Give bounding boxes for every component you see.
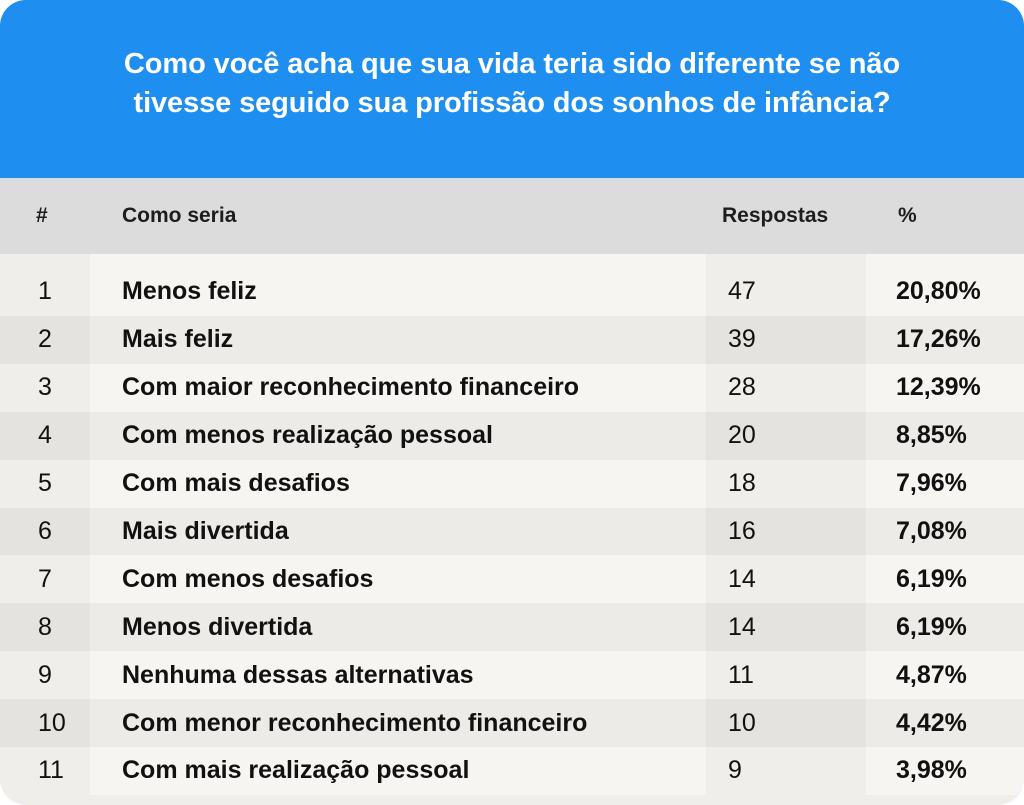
row-label: Com menos realização pessoal (90, 411, 706, 460)
row-responses: 28 (706, 363, 866, 412)
column-header-number: # (36, 204, 48, 227)
row-label: Mais feliz (90, 316, 706, 364)
row-label: Menos divertida (90, 603, 706, 652)
column-header-label: Como seria (122, 204, 237, 227)
table-row: 3 Com maior reconhecimento financeiro 28 12… (0, 363, 1024, 412)
row-number: 7 (0, 555, 90, 604)
row-percent: 4,87% (866, 651, 1024, 700)
row-label: Com maior reconhecimento financeiro (90, 363, 706, 412)
row-responses: 11 (706, 651, 866, 700)
row-number: 8 (0, 603, 90, 652)
row-number: 2 (0, 316, 90, 364)
table-row: 4 Com menos realização pessoal 20 8,85% (0, 411, 1024, 460)
column-header-responses: Respostas (722, 204, 829, 227)
row-responses: 9 (706, 747, 866, 795)
row-percent: 6,19% (866, 555, 1024, 604)
table-row: 7 Com menos desafios 14 6,19% (0, 555, 1024, 604)
row-number: 3 (0, 363, 90, 412)
row-number: 10 (0, 699, 90, 748)
table-row: 8 Menos divertida 14 6,19% (0, 603, 1024, 652)
title-banner: Como você acha que sua vida teria sido d… (0, 0, 1024, 178)
table-row: 11 Com mais realização pessoal 9 3,98% (0, 747, 1024, 795)
row-percent: 4,42% (866, 699, 1024, 748)
row-number: 5 (0, 459, 90, 508)
row-percent: 7,08% (866, 507, 1024, 556)
row-number: 9 (0, 651, 90, 700)
row-percent: 7,96% (866, 459, 1024, 508)
table-row: 9 Nenhuma dessas alternativas 11 4,87% (0, 651, 1024, 700)
row-responses: 14 (706, 555, 866, 604)
row-percent: 17,26% (866, 316, 1024, 364)
row-responses: 20 (706, 411, 866, 460)
row-number: 4 (0, 411, 90, 460)
table-row: 5 Com mais desafios 18 7,96% (0, 459, 1024, 508)
row-percent: 12,39% (866, 363, 1024, 412)
table-row: 2 Mais feliz 39 17,26% (0, 316, 1024, 364)
row-responses: 14 (706, 603, 866, 652)
table-row: 6 Mais divertida 16 7,08% (0, 507, 1024, 556)
table-row: 10 Com menor reconhecimento financeiro 10 4… (0, 699, 1024, 748)
table-body: 1 Menos feliz 47 20,80% 2 Mais feliz 39 17,26% 3… (0, 254, 1024, 795)
row-number: 6 (0, 507, 90, 556)
row-percent: 6,19% (866, 603, 1024, 652)
row-percent: 8,85% (866, 411, 1024, 460)
row-label: Com menos desafios (90, 555, 706, 604)
row-responses: 16 (706, 507, 866, 556)
row-number: 1 (0, 254, 90, 316)
table-header: # Como seria Respostas % (0, 178, 1024, 254)
chart-title: Como você acha que sua vida teria sido d… (123, 48, 901, 119)
row-responses: 10 (706, 699, 866, 748)
row-responses: 39 (706, 316, 866, 364)
row-percent: 3,98% (866, 747, 1024, 795)
row-label: Nenhuma dessas alternativas (90, 651, 706, 700)
row-responses: 18 (706, 459, 866, 508)
row-label: Com mais realização pessoal (90, 747, 706, 795)
row-number: 11 (0, 747, 90, 795)
row-label: Com menor reconhecimento financeiro (90, 699, 706, 748)
row-label: Com mais desafios (90, 459, 706, 508)
column-header-percent: % (898, 204, 917, 227)
row-label: Mais divertida (90, 507, 706, 556)
row-percent: 20,80% (866, 254, 1024, 316)
row-responses: 47 (706, 254, 866, 316)
table-row: 1 Menos feliz 47 20,80% (0, 254, 1024, 316)
row-label: Menos feliz (90, 254, 706, 316)
